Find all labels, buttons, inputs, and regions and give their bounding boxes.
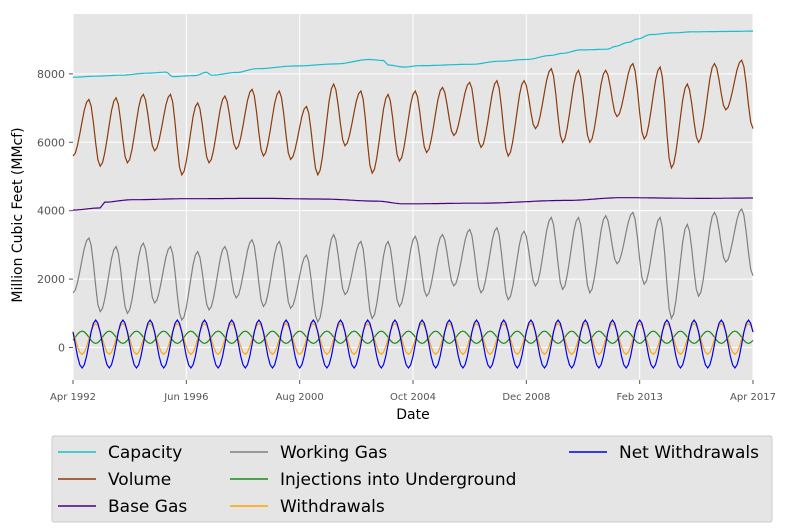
series-lines [72,30,754,370]
x-tick-label: Jun 1996 [163,392,208,403]
x-axis-title: Date [396,407,429,423]
x-axis-ticks: Apr 1992 Jun 1996 Aug 2000 Oct 2004 Dec 2008… [50,380,776,403]
series-line-withdrawals [72,322,754,356]
legend-label: Withdrawals [280,497,385,517]
grid [72,14,754,380]
y-axis-title: Million Cubic Feet (MMcf) [10,127,26,302]
y-tick-label: 6000 [37,136,65,149]
y-tick-label: 0 [58,342,65,355]
series-line-capacity [72,30,753,78]
legend-label: Working Gas [280,443,387,463]
y-tick-label: 4000 [37,205,65,218]
legend: Capacity Volume Base Gas Working Gas Injecti… [51,435,773,523]
x-tick-label: Oct 2004 [390,392,436,403]
legend-entries: Capacity Volume Base Gas Working Gas Injecti… [58,443,759,517]
legend-label: Net Withdrawals [619,443,759,463]
y-tick-label: 8000 [37,68,65,81]
legend-label: Injections into Underground [280,470,516,490]
legend-label: Volume [108,470,171,490]
y-tick-label: 2000 [37,273,65,286]
x-tick-label: Feb 2013 [616,392,662,403]
series-line-base-gas [73,197,753,211]
x-tick-label: Aug 2000 [276,392,324,403]
legend-label: Base Gas [108,497,187,517]
series-line-volume [72,59,754,177]
series-line-net-withdrawals [72,319,754,370]
legend-label: Capacity [108,443,182,463]
y-axis-ticks: 0 2000 4000 6000 8000 [37,68,73,355]
series-line-injections-into-underground [72,330,754,345]
x-tick-label: Apr 2017 [730,392,776,403]
x-tick-label: Apr 1992 [50,392,96,403]
series-line-working-gas [72,207,754,324]
x-tick-label: Dec 2008 [502,392,550,403]
legend-box [51,435,773,523]
